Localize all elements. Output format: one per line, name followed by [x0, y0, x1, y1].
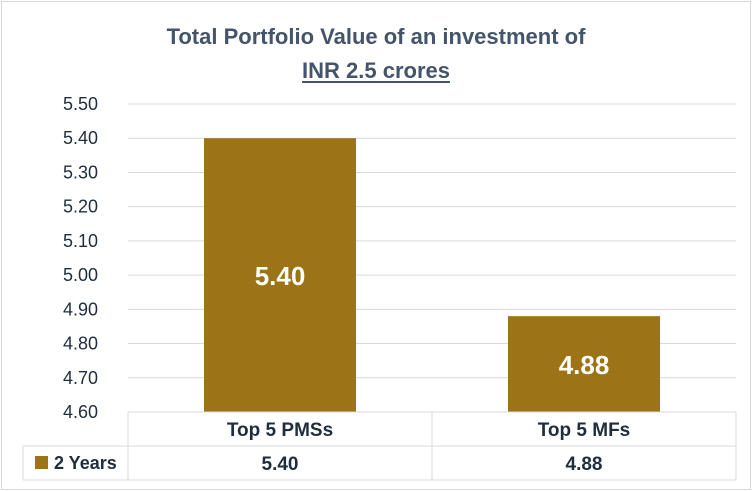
y-tick-label: 4.70 — [63, 368, 98, 388]
bar — [204, 138, 356, 412]
bar — [508, 316, 660, 412]
chart-title-line-2: INR 2.5 crores — [0, 58, 752, 84]
y-tick-label: 4.80 — [63, 334, 98, 354]
y-tick-label: 5.40 — [63, 128, 98, 148]
chart-title-line-1: Total Portfolio Value of an investment o… — [166, 24, 586, 49]
y-axis: 4.60 4.70 4.80 4.90 5.00 5.10 5.20 5.30 5.40 5.50 — [63, 94, 98, 422]
y-tick-label: 5.20 — [63, 197, 98, 217]
bar-data-label: 5.40 — [255, 261, 306, 291]
table-value: 4.88 — [566, 454, 603, 475]
y-tick-label: 4.60 — [63, 402, 98, 422]
table-value: 5.40 — [262, 454, 299, 475]
legend-series-name: 2 Years — [54, 453, 117, 473]
x-category-label: Top 5 PMSs — [227, 420, 333, 441]
y-tick-label: 5.00 — [63, 265, 98, 285]
legend-swatch — [35, 456, 48, 469]
chart-title-underlined: INR 2.5 crores — [302, 58, 450, 83]
y-tick-label: 5.30 — [63, 162, 98, 182]
y-tick-label: 5.10 — [63, 231, 98, 251]
data-table: Top 5 PMSs 5.40 Top 5 MFs 4.88 2 Years — [22, 411, 737, 481]
bars: 5.40 4.88 — [204, 138, 660, 412]
y-tick-label: 4.90 — [63, 299, 98, 319]
x-category-label: Top 5 MFs — [538, 420, 631, 441]
bar-data-label: 4.88 — [559, 350, 610, 380]
y-tick-label: 5.50 — [63, 94, 98, 114]
